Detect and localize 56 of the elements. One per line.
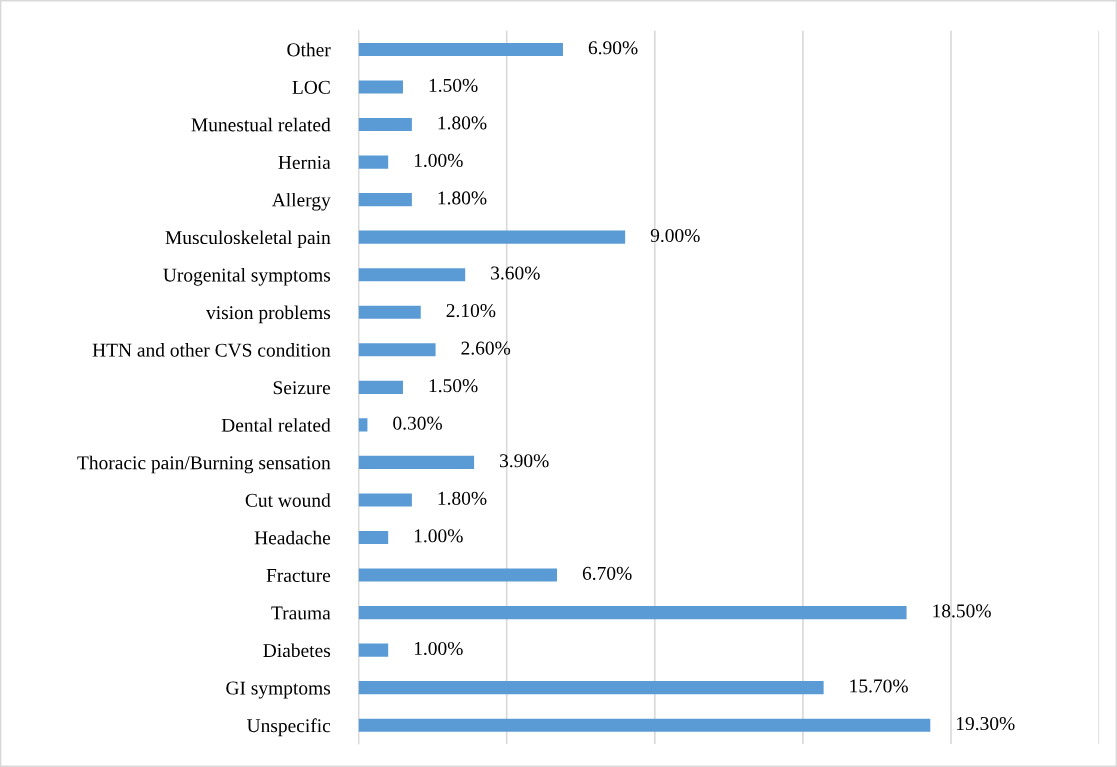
y-tick-label: Allergy <box>271 192 331 211</box>
data-label: 1.80% <box>438 491 487 505</box>
data-label: 1.50% <box>429 379 478 393</box>
y-tick-label: Diabetes <box>263 643 331 658</box>
bar <box>358 343 436 357</box>
y-tick-label: Fracture <box>266 569 331 582</box>
y-tick-label: Other <box>287 42 331 57</box>
y-tick-label: LOC <box>292 80 330 94</box>
data-label: 19.30% <box>956 716 1015 731</box>
bar <box>358 268 466 282</box>
data-label: 3.60% <box>491 266 540 280</box>
bar <box>358 568 558 582</box>
bar <box>358 380 403 394</box>
bar <box>358 305 421 319</box>
bar <box>358 193 412 207</box>
y-tick-label: Seizure <box>273 381 331 395</box>
data-label: 1.80% <box>438 116 487 130</box>
data-label: 15.70% <box>850 679 908 693</box>
data-label: 3.90% <box>500 454 549 468</box>
data-label: 1.50% <box>429 78 478 92</box>
bar <box>358 230 626 244</box>
data-label: 6.70% <box>582 566 632 580</box>
y-tick-label: Cut wound <box>245 493 331 507</box>
bar <box>358 117 412 132</box>
bar <box>358 155 389 169</box>
data-label: 0.30% <box>393 416 443 430</box>
y-tick-label: Hernia <box>278 155 331 170</box>
bar <box>358 718 931 732</box>
bar <box>358 681 824 695</box>
bar <box>358 80 403 94</box>
y-tick-label: Urogenital symptoms <box>163 267 331 286</box>
data-label: 6.90% <box>588 41 638 55</box>
data-label: 1.00% <box>414 529 463 543</box>
bar <box>358 42 563 57</box>
y-tick-label: HTN and other CVS condition <box>92 343 331 357</box>
y-tick-label: Musculoskeletal pain <box>165 230 331 249</box>
data-label: 1.80% <box>438 191 487 205</box>
y-tick-label: Headache <box>254 530 331 545</box>
y-tick-label: Unspecific <box>246 718 331 737</box>
data-label: 2.60% <box>461 341 511 355</box>
y-tick-label: Trauma <box>271 606 331 620</box>
bar <box>358 530 389 545</box>
y-tick-label: Munestual related <box>191 117 331 132</box>
data-label: 1.00% <box>414 641 463 656</box>
data-label: 9.00% <box>650 228 700 243</box>
y-tick-label: GI symptoms <box>226 681 331 699</box>
bar <box>358 455 475 469</box>
y-tick-label: vision problems <box>206 305 331 324</box>
y-tick-label: Dental related <box>221 418 331 432</box>
data-label: 18.50% <box>933 604 991 618</box>
bar <box>358 606 907 620</box>
data-label: 1.00% <box>414 153 463 168</box>
y-tick-label: Thoracic pain/Burning sensation <box>77 455 331 474</box>
bar <box>358 643 389 657</box>
bar <box>358 493 412 507</box>
data-label: 2.10% <box>446 303 496 318</box>
